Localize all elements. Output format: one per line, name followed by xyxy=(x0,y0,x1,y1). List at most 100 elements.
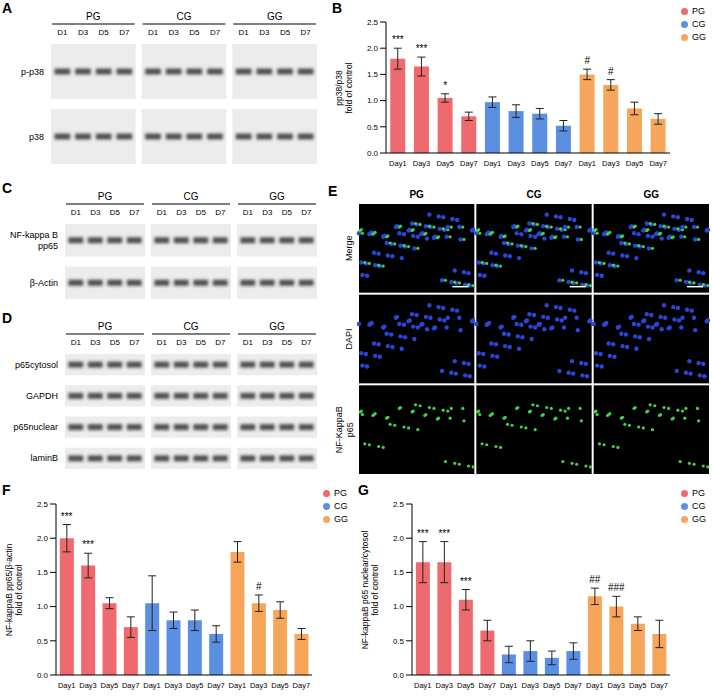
svg-text:#: # xyxy=(608,66,614,77)
svg-text:Day5: Day5 xyxy=(457,681,475,690)
svg-text:GAPDH: GAPDH xyxy=(26,391,58,401)
svg-text:D5: D5 xyxy=(99,28,110,37)
svg-text:D5: D5 xyxy=(282,338,293,347)
svg-text:D5: D5 xyxy=(196,208,207,217)
svg-text:Day3: Day3 xyxy=(521,681,539,690)
svg-text:Day7: Day7 xyxy=(460,159,478,168)
svg-text:D1: D1 xyxy=(71,338,82,347)
svg-text:Day5: Day5 xyxy=(186,681,204,690)
svg-text:PG: PG xyxy=(409,189,424,200)
svg-text:*: * xyxy=(443,80,447,91)
svg-text:D7: D7 xyxy=(129,338,140,347)
svg-text:NF-kappa Bpp65: NF-kappa Bpp65 xyxy=(10,230,58,251)
svg-text:0.5: 0.5 xyxy=(393,637,405,646)
svg-text:Day1: Day1 xyxy=(389,159,407,168)
svg-text:##: ## xyxy=(589,574,601,585)
svg-text:D1: D1 xyxy=(157,338,168,347)
svg-text:#: # xyxy=(256,581,262,592)
svg-text:0.5: 0.5 xyxy=(367,123,379,132)
svg-text:D1: D1 xyxy=(243,338,254,347)
svg-text:Day5: Day5 xyxy=(531,159,549,168)
svg-text:D7: D7 xyxy=(129,208,140,217)
svg-text:1.0: 1.0 xyxy=(37,602,49,611)
svg-text:Day1: Day1 xyxy=(143,681,161,690)
svg-text:GG: GG xyxy=(269,191,285,202)
svg-text:Day3: Day3 xyxy=(250,681,268,690)
svg-text:2.5: 2.5 xyxy=(393,500,405,509)
svg-text:Day1: Day1 xyxy=(58,681,76,690)
svg-text:D1: D1 xyxy=(71,208,82,217)
svg-text:0.0: 0.0 xyxy=(367,149,379,158)
svg-text:D7: D7 xyxy=(215,338,226,347)
svg-text:D7: D7 xyxy=(301,208,312,217)
svg-text:CG: CG xyxy=(177,11,192,22)
svg-text:1.5: 1.5 xyxy=(367,70,379,79)
svg-text:D3: D3 xyxy=(169,28,180,37)
svg-text:D3: D3 xyxy=(262,208,273,217)
svg-text:***: *** xyxy=(460,576,472,587)
svg-text:p65cytosol: p65cytosol xyxy=(15,360,58,370)
svg-text:GG: GG xyxy=(267,11,283,22)
svg-text:D3: D3 xyxy=(259,28,270,37)
svg-text:Day3: Day3 xyxy=(79,681,97,690)
svg-text:laminB: laminB xyxy=(30,453,58,463)
svg-text:0.0: 0.0 xyxy=(37,671,49,680)
svg-text:Day3: Day3 xyxy=(602,159,620,168)
svg-text:D1: D1 xyxy=(57,28,68,37)
svg-text:Merge: Merge xyxy=(344,236,354,262)
svg-text:Day7: Day7 xyxy=(122,681,140,690)
svg-text:Day7: Day7 xyxy=(293,681,311,690)
svg-text:#: # xyxy=(584,55,590,66)
svg-text:***: *** xyxy=(392,34,404,45)
svg-text:2.0: 2.0 xyxy=(393,534,405,543)
svg-text:D5: D5 xyxy=(280,28,291,37)
svg-text:GG: GG xyxy=(644,189,660,200)
svg-text:2.5: 2.5 xyxy=(367,18,379,27)
svg-text:GG: GG xyxy=(269,321,285,332)
svg-text:D3: D3 xyxy=(90,208,101,217)
svg-text:D1: D1 xyxy=(157,208,168,217)
svg-text:D1: D1 xyxy=(243,208,254,217)
svg-text:D7: D7 xyxy=(119,28,130,37)
svg-text:D1: D1 xyxy=(239,28,250,37)
svg-text:2.5: 2.5 xyxy=(37,500,49,509)
svg-text:***: *** xyxy=(416,43,428,54)
svg-text:Day3: Day3 xyxy=(165,681,183,690)
svg-text:Day3: Day3 xyxy=(507,159,525,168)
svg-text:Day5: Day5 xyxy=(543,681,561,690)
svg-text:***: *** xyxy=(82,539,94,550)
svg-text:Day1: Day1 xyxy=(586,681,604,690)
svg-text:PG: PG xyxy=(86,11,101,22)
svg-text:***: *** xyxy=(438,528,450,539)
svg-text:D3: D3 xyxy=(262,338,273,347)
svg-text:2.0: 2.0 xyxy=(37,534,49,543)
svg-text:D3: D3 xyxy=(90,338,101,347)
svg-text:CG: CG xyxy=(527,189,542,200)
svg-text:Day5: Day5 xyxy=(629,681,647,690)
svg-text:Day5: Day5 xyxy=(271,681,289,690)
svg-text:Day7: Day7 xyxy=(207,681,225,690)
svg-text:Day3: Day3 xyxy=(413,159,431,168)
svg-text:Day1: Day1 xyxy=(414,681,432,690)
svg-text:D5: D5 xyxy=(110,338,121,347)
svg-text:PG: PG xyxy=(98,321,113,332)
svg-text:Day1: Day1 xyxy=(484,159,502,168)
svg-text:Day3: Day3 xyxy=(607,681,625,690)
svg-text:2.0: 2.0 xyxy=(367,44,379,53)
svg-text:1.5: 1.5 xyxy=(37,568,49,577)
svg-text:D7: D7 xyxy=(210,28,221,37)
svg-text:D5: D5 xyxy=(189,28,200,37)
svg-text:###: ### xyxy=(608,582,625,593)
svg-text:D5: D5 xyxy=(282,208,293,217)
svg-text:PG: PG xyxy=(98,191,113,202)
svg-text:Day7: Day7 xyxy=(649,159,667,168)
svg-text:0.0: 0.0 xyxy=(393,671,405,680)
svg-text:Day5: Day5 xyxy=(436,159,454,168)
svg-text:D7: D7 xyxy=(215,208,226,217)
svg-text:***: *** xyxy=(61,511,73,522)
svg-text:Day1: Day1 xyxy=(578,159,596,168)
svg-text:1.5: 1.5 xyxy=(393,568,405,577)
svg-text:Day5: Day5 xyxy=(101,681,119,690)
svg-text:Day7: Day7 xyxy=(564,681,582,690)
svg-text:Day7: Day7 xyxy=(555,159,573,168)
